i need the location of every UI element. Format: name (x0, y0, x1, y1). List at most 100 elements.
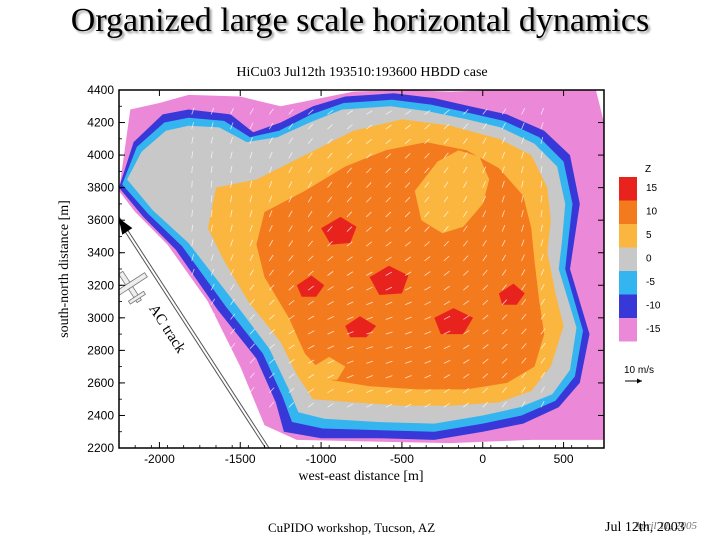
wind-vector (230, 357, 236, 364)
wind-vector (269, 343, 275, 350)
wind-vector (269, 401, 275, 408)
legend-swatch (619, 294, 637, 318)
wind-vector (210, 122, 214, 130)
wind-vector (443, 285, 450, 291)
wind-vector (191, 195, 193, 203)
wind-vector (230, 372, 235, 379)
wind-vector (327, 241, 333, 247)
wind-vector (463, 225, 468, 232)
wind-vector (307, 374, 315, 379)
wind-vector (366, 271, 373, 276)
y-tick-label: 2200 (87, 441, 114, 455)
wind-vector (424, 360, 432, 364)
wind-vector (327, 181, 333, 188)
wind-vector (249, 195, 253, 203)
wind-vector (269, 269, 274, 276)
y-tick-label: 2800 (87, 343, 114, 357)
wind-vector (404, 182, 411, 188)
wind-vector (424, 286, 431, 291)
wind-vector (404, 403, 412, 408)
wind-vector (424, 167, 430, 174)
wind-vector (366, 110, 373, 115)
wind-vector (501, 137, 506, 144)
wind-vector (230, 283, 235, 291)
wind-vector (443, 388, 451, 394)
x-tick-label: -1500 (225, 452, 256, 466)
wind-vector (501, 224, 506, 232)
wind-vector (366, 153, 372, 159)
wind-vector (366, 331, 374, 335)
wind-vector (288, 166, 293, 174)
wind-vector (191, 165, 193, 174)
wind-vector (249, 343, 256, 350)
wind-vector (327, 167, 333, 174)
wind-vector (463, 315, 470, 320)
wind-vector (346, 403, 354, 408)
airplane-icon (119, 270, 148, 305)
wind-vector (385, 389, 393, 394)
wind-vector (501, 210, 505, 218)
wind-vector (404, 389, 412, 394)
wind-vector (191, 151, 194, 159)
wind-vector (463, 344, 470, 350)
wind-vector (307, 240, 314, 247)
wind-vector (210, 283, 215, 291)
wind-vector (230, 224, 233, 232)
wind-vector (501, 151, 506, 159)
wind-vector (269, 372, 275, 379)
wind-vector (268, 225, 273, 232)
wind-vector (385, 167, 392, 174)
x-tick-label: -2000 (144, 452, 175, 466)
legend-title: Z (645, 164, 651, 175)
wind-vector (521, 372, 527, 379)
y-tick-label: 4400 (87, 83, 114, 97)
wind-vector (463, 330, 470, 335)
wind-vector (307, 270, 314, 276)
wind-vector (385, 403, 393, 408)
wind-vector (288, 240, 294, 247)
wind-vector (443, 196, 449, 203)
wind-vector (521, 386, 526, 393)
wind-vector (366, 196, 372, 203)
wind-vector (424, 403, 431, 408)
contour-region-red-2 (369, 265, 409, 295)
legend-level-label: 0 (646, 254, 652, 265)
wind-vector (501, 343, 508, 350)
wind-vector (249, 386, 255, 393)
wind-vector (463, 270, 469, 276)
wind-vector (443, 152, 449, 159)
wind-vector (210, 268, 215, 276)
wind-vector (230, 328, 236, 335)
wind-vector (288, 359, 295, 364)
wind-vector (424, 110, 431, 115)
wind-vector (327, 124, 334, 130)
wind-vector (268, 239, 274, 247)
wind-vector (307, 315, 315, 320)
wind-vector (327, 316, 335, 320)
wind-vector (424, 241, 430, 247)
x-axis-title: west-east distance [m] (298, 469, 423, 484)
wind-vector (346, 196, 352, 203)
wind-vector (210, 195, 213, 203)
wind-vector (501, 108, 507, 115)
wind-vector (540, 313, 546, 320)
wind-vector (424, 256, 431, 262)
wind-vector (327, 152, 333, 159)
wind-vector (482, 314, 489, 320)
wind-vector (385, 375, 393, 379)
wind-vector (288, 300, 295, 306)
wind-vector (307, 210, 313, 218)
wind-vector (404, 211, 411, 218)
wind-vector (191, 254, 195, 261)
x-tick-label: -500 (390, 452, 414, 466)
wind-vector (327, 211, 333, 218)
wind-vector (424, 331, 432, 335)
wind-vector (521, 269, 526, 276)
wind-vector (191, 122, 194, 130)
wind-vector (249, 239, 254, 247)
wind-vector (521, 166, 524, 174)
wind-vector (346, 153, 353, 159)
wind-vector (346, 345, 354, 350)
wind-vector (501, 284, 507, 291)
